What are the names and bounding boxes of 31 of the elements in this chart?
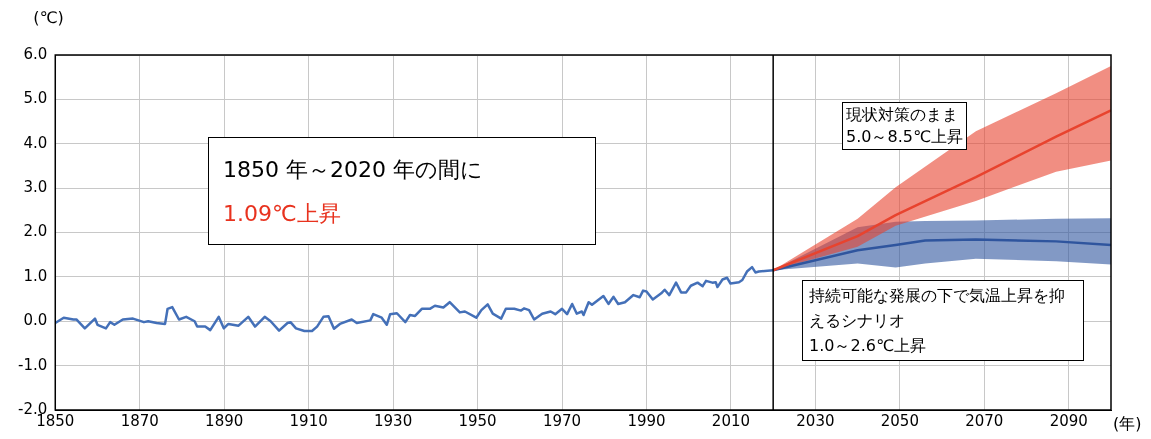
- text-box: 持続可能な発展の下で気温上昇を抑えるシナリオ 1.0～2.6℃上昇: [802, 280, 1084, 361]
- x-tick-label: 2090: [1049, 411, 1088, 430]
- annotation: 5.0～8.5℃上昇: [846, 126, 963, 148]
- y-tick-label: 6.0: [23, 44, 48, 63]
- x-tick-label: 2050: [880, 411, 919, 430]
- annotation: 1.09℃上昇: [223, 200, 342, 228]
- text-box: 現状対策のまま 5.0～8.5℃上昇: [842, 102, 967, 150]
- x-tick-label: 2070: [965, 411, 1004, 430]
- x-tick-label: 2030: [796, 411, 835, 430]
- y-tick-label: 5.0: [23, 89, 48, 108]
- text-box: 1850 年～2020 年の間に 1.09℃上昇: [208, 137, 596, 245]
- x-tick-label: 1890: [205, 411, 244, 430]
- x-tick-label: 1990: [627, 411, 666, 430]
- y-tick-label: -1.0: [17, 355, 48, 374]
- annotation: 現状対策のまま: [846, 104, 959, 126]
- x-tick-label: 1970: [542, 411, 582, 430]
- annotation: 1.0～2.6℃上昇: [809, 335, 927, 357]
- x-tick-label: 1870: [120, 411, 159, 430]
- y-tick-label: 4.0: [23, 133, 48, 152]
- y-tick-label: 1.0: [23, 266, 48, 285]
- x-tick-label: 1950: [458, 411, 497, 430]
- y-tick-label: 2.0: [23, 222, 48, 241]
- annotation: 持続可能な発展の下で気温上昇を抑えるシナリオ: [809, 285, 1066, 332]
- x-tick-label: 1930: [374, 411, 413, 430]
- y-axis-title: (℃): [33, 8, 64, 27]
- x-tick-label: 1910: [289, 411, 328, 430]
- y-tick-label: 0.0: [23, 311, 48, 330]
- y-tick-label: 3.0: [23, 178, 48, 197]
- x-axis-title: (年): [1113, 414, 1142, 435]
- annotation: 1850 年～2020 年の間に: [223, 156, 484, 184]
- x-tick-label: 2010: [711, 411, 751, 430]
